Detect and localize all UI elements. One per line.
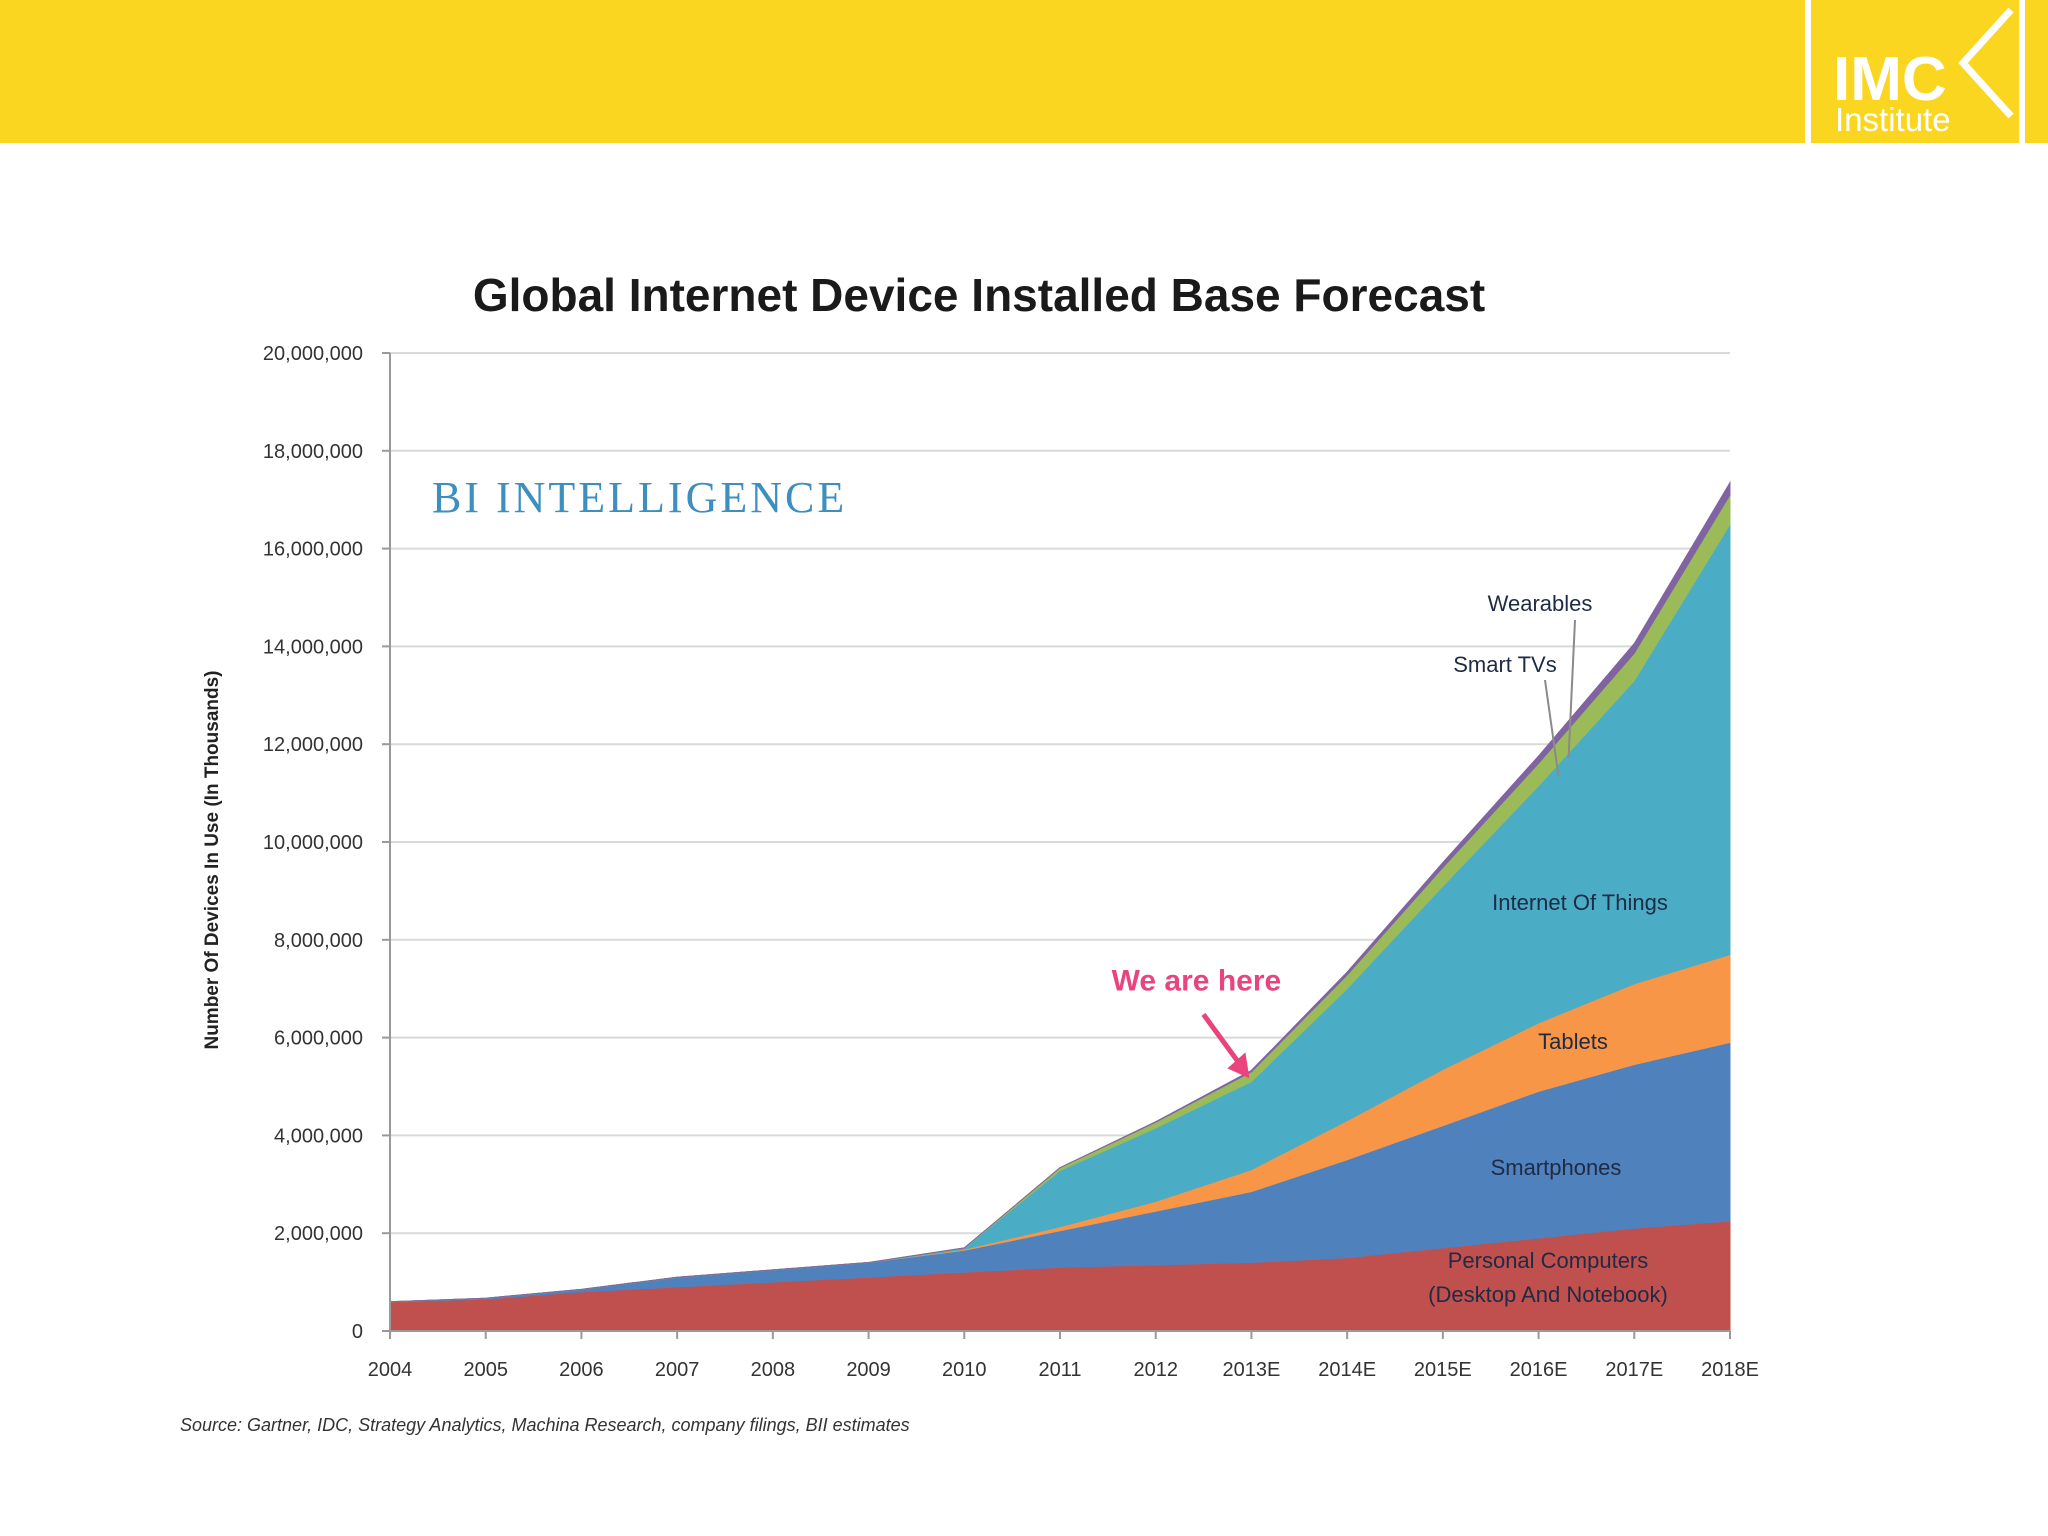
x-tick-label: 2008 [751,1359,796,1381]
x-tick-label: 2005 [463,1359,508,1381]
x-tick-label: 2015E [1414,1359,1472,1381]
y-tick-label: 6,000,000 [274,1028,363,1050]
y-tick-label: 20,000,000 [263,343,363,365]
y-axis-label: Number Of Devices In Use (In Thousands) [202,670,223,1049]
annotations: We are here [1112,964,1282,1079]
y-tick-label: 18,000,000 [263,441,363,463]
x-tick-label: 2009 [846,1359,891,1381]
annotation-arrow-head [1227,1052,1250,1079]
series-label: Smartphones [1491,1155,1622,1180]
series-label: Smart TVs [1453,652,1557,677]
smart-tvs-leader-line [1544,679,1560,777]
series-label: Tablets [1538,1029,1608,1054]
area-wearables [389,480,1731,1303]
y-axis: 0 2,000,000 4,000,000 6,000,000 8,000,000 10,… [263,343,391,1343]
x-tick-label: 2016E [1510,1359,1568,1381]
y-tick-label: 4,000,000 [274,1125,363,1147]
x-tick-label: 2014E [1318,1359,1376,1381]
series-label: Internet Of Things [1492,890,1668,915]
logo-main-text: IMC [1833,45,1947,114]
y-tick-label: 14,000,000 [263,636,363,658]
x-axis: 2004 2005 2006 2007 2008 2009 2010 2011 2012 2013… [368,1330,1759,1381]
annotation-arrow-line [1201,1012,1244,1068]
y-tick-label: 10,000,000 [263,832,363,854]
x-tick-label: 2013E [1223,1359,1281,1381]
series-labels: Personal Computers (Desktop And Notebook)… [1428,591,1668,1307]
y-tick-label: 0 [352,1321,363,1343]
x-tick-label: 2017E [1605,1359,1663,1381]
y-tick-label: 16,000,000 [263,539,363,561]
y-tick-label: 2,000,000 [274,1223,363,1245]
x-tick-label: 2011 [1038,1359,1081,1381]
x-tick-label: 2007 [655,1359,700,1381]
header-banner [0,0,2048,143]
logo-graphic: IMC Institute [1833,7,2014,138]
imc-institute-logo: IMC Institute [1805,0,2025,143]
chart-title: Global Internet Device Installed Base Fo… [473,269,1485,321]
stacked-areas [389,480,1731,1332]
series-label: (Desktop And Notebook) [1428,1282,1668,1307]
chevron-left-icon [1958,7,2014,119]
wearables-leader-line [1567,619,1576,758]
y-tick-label: 12,000,000 [263,734,363,756]
x-tick-label: 2010 [942,1359,987,1381]
x-tick-label: 2018E [1701,1359,1759,1381]
we-are-here-annotation: We are here [1112,964,1282,997]
series-label: Personal Computers [1448,1248,1649,1273]
x-tick-label: 2012 [1133,1359,1178,1381]
series-label: Wearables [1488,591,1593,616]
bi-intelligence-watermark: BI INTELLIGENCE [432,473,847,522]
source-note: Source: Gartner, IDC, Strategy Analytics… [180,1415,910,1435]
logo-sub-text: Institute [1835,101,1951,138]
y-tick-label: 8,000,000 [274,930,363,952]
x-tick-label: 2006 [559,1359,604,1381]
x-tick-label: 2004 [368,1359,413,1381]
